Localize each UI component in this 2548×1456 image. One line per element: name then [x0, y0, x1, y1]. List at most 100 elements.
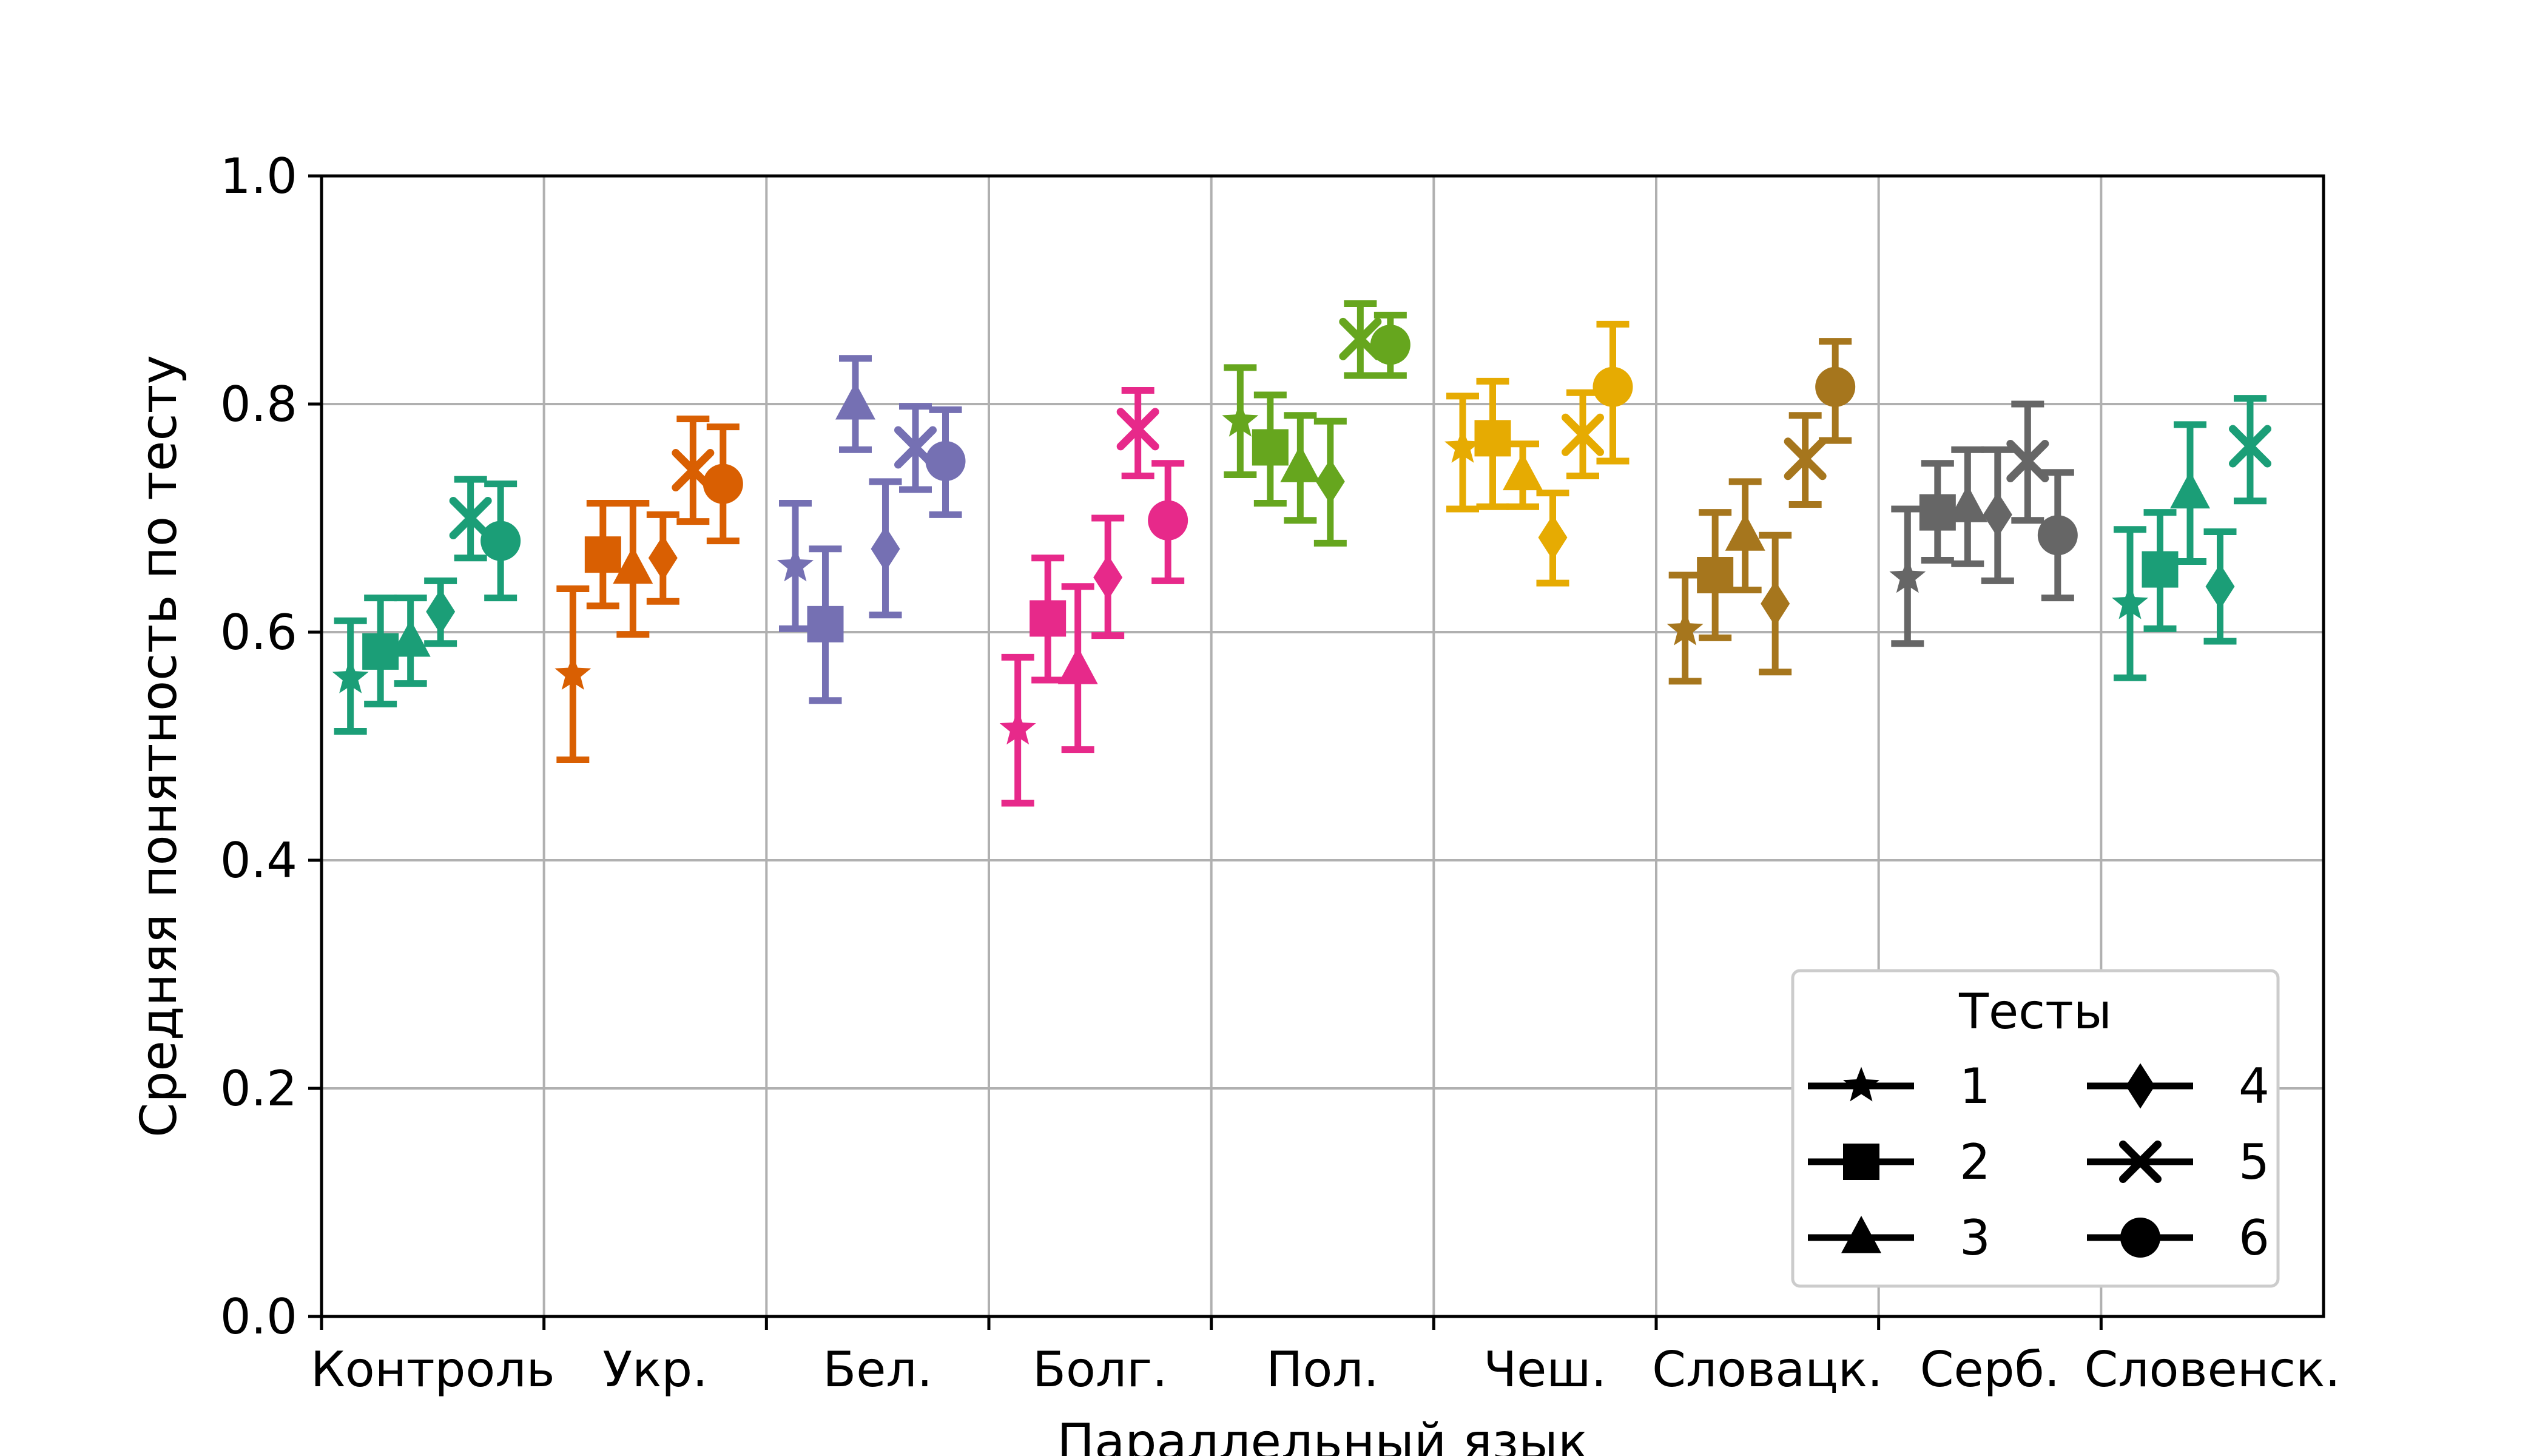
legend-label: 2 — [1960, 1134, 1990, 1190]
data-point-test-3 — [1725, 513, 1765, 551]
data-point-test-1 — [999, 710, 1036, 745]
legend-marker — [2119, 1141, 2162, 1183]
legend-label: 3 — [1960, 1210, 1990, 1266]
data-point-test-4 — [2205, 564, 2235, 610]
data-point-test-5 — [1116, 408, 1159, 451]
data-point-test-2 — [1030, 600, 1067, 637]
data-point-test-1 — [554, 655, 592, 690]
x-tick-label: Словенск. — [2084, 1341, 2340, 1398]
x-tick-label: Словацк. — [1652, 1341, 1882, 1398]
marker-stroke — [1339, 317, 1382, 360]
data-point-test-5 — [1562, 413, 1604, 456]
marker-stroke — [1784, 437, 1827, 480]
data-point-test-4 — [648, 535, 678, 581]
marker-stroke — [1562, 413, 1604, 456]
data-point-test-2 — [2142, 551, 2179, 588]
data-point-test-1 — [777, 547, 814, 582]
y-axis-label: Средняя понятность по тесту — [130, 355, 188, 1138]
legend-entry-test-4: 4 — [2087, 1058, 2270, 1114]
data-point-test-2 — [362, 633, 399, 670]
x-tick-label: Контроль — [311, 1341, 555, 1398]
legend-marker — [1841, 1216, 1881, 1253]
data-point-test-3 — [390, 619, 431, 657]
data-point-test-3 — [1057, 647, 1098, 684]
legend-label: 4 — [2239, 1058, 2270, 1114]
data-point-test-2 — [1697, 557, 1734, 593]
data-point-test-1 — [2112, 584, 2148, 619]
y-tick-label: 0.6 — [220, 604, 297, 661]
marker-stroke — [1116, 408, 1159, 451]
data-point-test-5 — [2006, 440, 2049, 482]
x-axis-ticks: Контроль Укр. Бел. Болг. Пол. Чеш. Словацк. Сер… — [311, 1316, 2341, 1398]
data-point-test-1 — [1889, 558, 1926, 593]
data-point-test-6 — [2037, 515, 2078, 556]
data-point-test-2 — [1252, 429, 1289, 466]
y-tick-label: 0.2 — [220, 1060, 297, 1117]
data-point-test-6 — [480, 521, 521, 561]
data-point-test-6 — [1815, 366, 1856, 407]
data-point-test-5 — [449, 497, 492, 539]
legend-marker — [2120, 1218, 2160, 1258]
legend-label: 1 — [1960, 1058, 1990, 1114]
data-markers — [332, 317, 2271, 745]
y-axis-ticks: 0.0 0.2 0.4 0.6 0.8 1.0 — [220, 148, 322, 1345]
marker-stroke — [2119, 1141, 2162, 1183]
y-tick-label: 0.0 — [220, 1289, 297, 1345]
legend-entries: 1 2 3 4 5 6 — [1808, 1058, 2270, 1266]
marker-stroke — [2229, 425, 2271, 468]
data-point-test-4 — [426, 588, 456, 635]
x-tick-label: Укр. — [602, 1341, 707, 1398]
y-tick-label: 1.0 — [220, 148, 297, 204]
legend-entry-test-6: 6 — [2087, 1210, 2270, 1266]
data-point-test-6 — [1592, 366, 1633, 407]
data-point-test-6 — [703, 463, 743, 504]
marker-stroke — [894, 426, 937, 469]
data-point-test-1 — [1444, 428, 1481, 463]
data-point-test-4 — [1983, 491, 2012, 538]
x-tick-label: Серб. — [1920, 1341, 2060, 1398]
data-point-test-3 — [2170, 471, 2210, 509]
x-tick-label: Пол. — [1266, 1341, 1379, 1398]
data-point-test-4 — [871, 526, 900, 572]
marker-stroke — [2006, 440, 2049, 482]
data-point-test-3 — [1503, 453, 1543, 491]
x-tick-label: Болг. — [1033, 1341, 1167, 1398]
data-point-test-1 — [1222, 402, 1259, 437]
data-point-test-4 — [1315, 459, 1345, 505]
error-bars — [334, 300, 2267, 807]
data-point-test-5 — [1784, 437, 1827, 480]
legend: Тесты 1 2 3 4 5 6 — [1791, 969, 2280, 1288]
data-point-test-4 — [1761, 581, 1790, 627]
data-point-test-1 — [1667, 610, 1704, 645]
x-tick-label: Чеш. — [1483, 1341, 1606, 1398]
marker-stroke — [449, 497, 492, 539]
marker-stroke — [672, 449, 715, 492]
data-point-test-3 — [1280, 445, 1321, 482]
data-point-test-3 — [835, 382, 875, 420]
legend-entry-test-2: 2 — [1808, 1134, 1990, 1190]
legend-entry-test-5: 5 — [2087, 1134, 2270, 1190]
x-axis-label: Параллельный язык — [1057, 1414, 1588, 1456]
plot-frame — [320, 174, 2325, 1318]
data-point-test-4 — [1538, 514, 1568, 561]
data-point-test-1 — [332, 658, 369, 693]
data-point-test-5 — [2229, 425, 2271, 468]
legend-marker — [2126, 1063, 2155, 1109]
data-point-test-6 — [1148, 500, 1188, 541]
data-point-test-3 — [1947, 485, 1988, 522]
data-point-test-3 — [613, 546, 653, 584]
legend-label: 5 — [2239, 1134, 2270, 1190]
legend-marker — [1843, 1144, 1879, 1180]
data-point-test-2 — [807, 605, 844, 642]
y-tick-label: 0.8 — [220, 376, 297, 433]
data-point-test-6 — [1370, 325, 1410, 365]
legend-title: Тесты — [1958, 983, 2112, 1040]
data-point-test-2 — [1919, 494, 1956, 531]
data-point-test-2 — [1474, 420, 1511, 457]
legend-box — [1791, 969, 2280, 1288]
y-tick-label: 0.4 — [220, 832, 297, 889]
data-point-test-4 — [1093, 554, 1123, 601]
legend-entry-test-3: 3 — [1808, 1210, 1990, 1266]
legend-marker — [1843, 1067, 1879, 1102]
